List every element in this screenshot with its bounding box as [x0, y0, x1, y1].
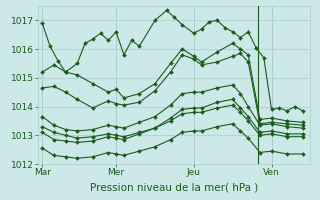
X-axis label: Pression niveau de la mer( hPa ): Pression niveau de la mer( hPa )	[90, 183, 259, 193]
